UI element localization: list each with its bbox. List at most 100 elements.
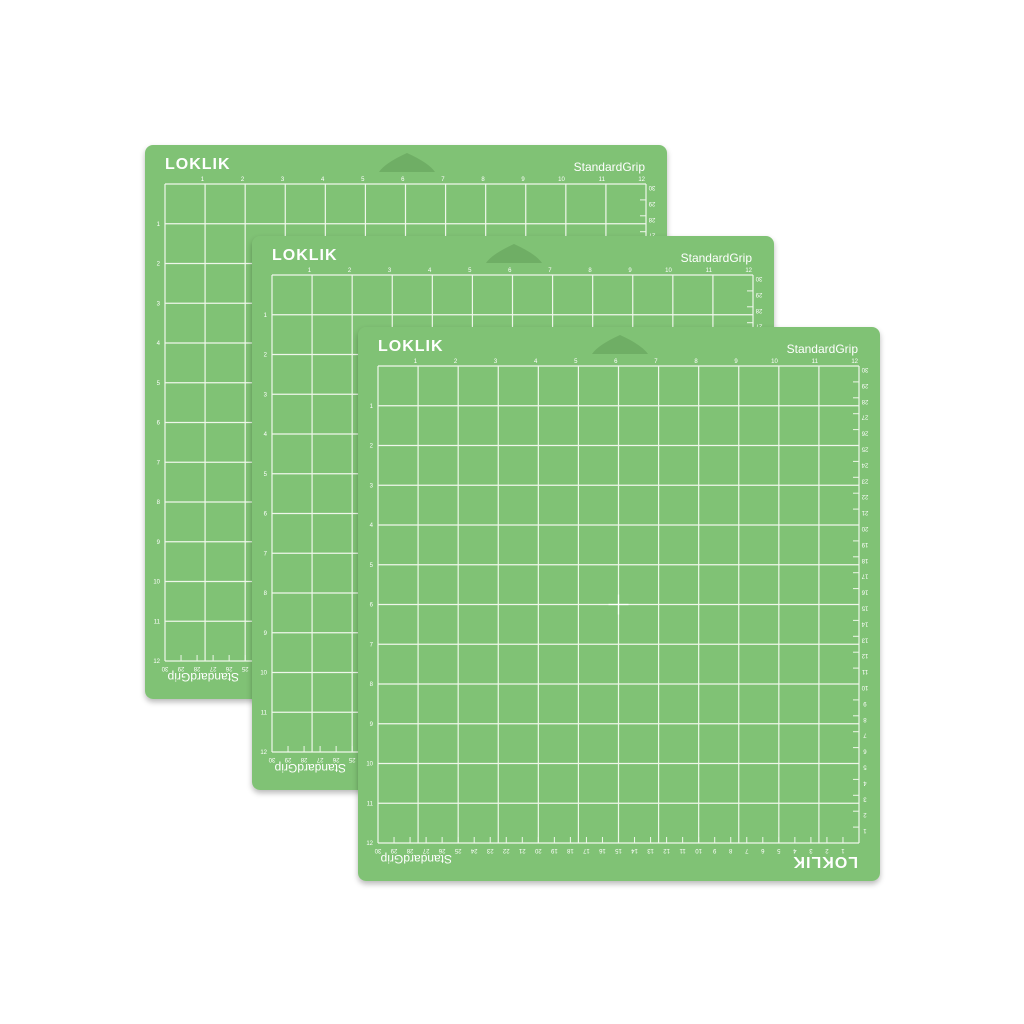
bottom-cm-label: 27 xyxy=(316,756,323,762)
cutting-mat-front: LOKLIK StandardGrip 1 1 2 2 3 3 4 4 5 5 6 6 7 7 8 8 9 9 10 10… xyxy=(358,327,880,881)
bottom-cm-label: 10 xyxy=(695,847,702,853)
left-inch-label: 8 xyxy=(157,500,161,506)
left-inch-label: 9 xyxy=(264,631,268,637)
left-inch-label: 11 xyxy=(261,710,268,716)
right-cm-label: 18 xyxy=(861,557,868,563)
bottom-cm-label: 25 xyxy=(348,756,355,762)
top-inch-label: 1 xyxy=(308,268,312,274)
top-inch-label: 7 xyxy=(548,268,552,274)
right-cm-label: 23 xyxy=(861,477,868,483)
bottom-cm-label: 30 xyxy=(161,665,168,671)
top-inch-label: 10 xyxy=(665,268,672,274)
right-cm-label: 29 xyxy=(755,291,762,297)
right-cm-label: 29 xyxy=(648,200,655,206)
top-inch-label: 6 xyxy=(614,359,618,365)
top-inch-label: 10 xyxy=(558,177,565,183)
top-inch-label: 2 xyxy=(241,177,245,183)
top-inch-label: 12 xyxy=(851,359,858,365)
left-inch-label: 9 xyxy=(157,540,161,546)
right-cm-label: 7 xyxy=(863,732,867,738)
left-inch-label: 12 xyxy=(153,659,160,665)
bottom-cm-label: 7 xyxy=(744,847,748,853)
right-cm-label: 24 xyxy=(861,461,868,467)
bottom-cm-label: 28 xyxy=(406,847,413,853)
right-cm-label: 10 xyxy=(861,684,868,690)
right-cm-label: 14 xyxy=(861,620,868,626)
bottom-cm-label: 30 xyxy=(374,847,381,853)
top-inch-label: 12 xyxy=(638,177,645,183)
top-inch-label: 5 xyxy=(574,359,578,365)
top-inch-label: 7 xyxy=(441,177,445,183)
right-cm-label: 30 xyxy=(648,184,655,190)
right-cm-label: 2 xyxy=(863,811,867,817)
right-cm-label: 27 xyxy=(648,232,655,238)
left-inch-label: 7 xyxy=(370,642,374,648)
right-cm-label: 30 xyxy=(861,366,868,372)
right-cm-label: 5 xyxy=(863,764,867,770)
right-cm-label: 11 xyxy=(861,668,868,674)
left-inch-label: 3 xyxy=(370,483,374,489)
brand-logo: LOKLIK xyxy=(165,156,231,173)
top-inch-label: 8 xyxy=(588,268,592,274)
bottom-cm-label: 15 xyxy=(615,847,622,853)
top-inch-label: 3 xyxy=(388,268,392,274)
bottom-cm-label: 17 xyxy=(582,847,589,853)
left-inch-label: 8 xyxy=(264,591,268,597)
top-inch-label: 1 xyxy=(414,359,418,365)
left-inch-label: 1 xyxy=(157,222,161,228)
top-inch-label: 8 xyxy=(481,177,485,183)
bottom-cm-label: 26 xyxy=(438,847,445,853)
bottom-cm-label: 13 xyxy=(647,847,654,853)
hanger-notch xyxy=(486,244,542,263)
top-inch-label: 11 xyxy=(812,359,819,365)
top-inch-label: 5 xyxy=(468,268,472,274)
right-cm-label: 27 xyxy=(755,323,762,329)
top-inch-label: 4 xyxy=(428,268,432,274)
left-inch-label: 10 xyxy=(260,671,267,677)
right-cm-label: 16 xyxy=(861,589,868,595)
left-inch-label: 2 xyxy=(264,353,268,359)
top-inch-label: 9 xyxy=(734,359,738,365)
bottom-cm-label: 27 xyxy=(209,665,216,671)
left-inch-label: 6 xyxy=(264,512,268,518)
bottom-cm-label: 25 xyxy=(241,665,248,671)
bottom-cm-label: 21 xyxy=(518,847,525,853)
grip-label: StandardGrip xyxy=(574,160,646,174)
bottom-cm-label: 2 xyxy=(825,847,829,853)
top-inch-label: 6 xyxy=(401,177,405,183)
right-cm-label: 21 xyxy=(861,509,868,515)
bottom-cm-label: 1 xyxy=(841,847,845,853)
bottom-cm-label: 29 xyxy=(177,665,184,671)
top-inch-label: 11 xyxy=(706,268,713,274)
top-inch-label: 7 xyxy=(654,359,658,365)
left-inch-label: 9 xyxy=(370,722,374,728)
bottom-cm-label: 22 xyxy=(502,847,509,853)
top-inch-label: 4 xyxy=(534,359,538,365)
top-inch-label: 3 xyxy=(494,359,498,365)
bottom-cm-label: 12 xyxy=(663,847,670,853)
right-cm-label: 27 xyxy=(861,414,868,420)
right-cm-label: 29 xyxy=(861,382,868,388)
bottom-cm-label: 25 xyxy=(454,847,461,853)
bottom-cm-label: 16 xyxy=(598,847,605,853)
grip-label-inverted: StandardGrip xyxy=(167,670,239,684)
hanger-notch xyxy=(592,335,648,354)
top-inch-label: 6 xyxy=(508,268,512,274)
right-cm-label: 8 xyxy=(863,716,867,722)
top-inch-label: 9 xyxy=(521,177,525,183)
grip-label: StandardGrip xyxy=(681,251,753,265)
bottom-cm-label: 30 xyxy=(268,756,275,762)
left-inch-label: 11 xyxy=(367,801,374,807)
right-cm-label: 30 xyxy=(755,275,762,281)
left-inch-label: 5 xyxy=(157,381,161,387)
bottom-cm-label: 3 xyxy=(809,847,813,853)
left-inch-label: 7 xyxy=(264,551,268,557)
left-inch-label: 10 xyxy=(153,580,160,586)
left-inch-label: 4 xyxy=(264,432,268,438)
top-inch-label: 9 xyxy=(628,268,632,274)
left-inch-label: 6 xyxy=(370,603,374,609)
bottom-cm-label: 4 xyxy=(793,847,797,853)
top-inch-label: 5 xyxy=(361,177,365,183)
right-cm-label: 12 xyxy=(861,652,868,658)
left-inch-label: 7 xyxy=(157,460,161,466)
